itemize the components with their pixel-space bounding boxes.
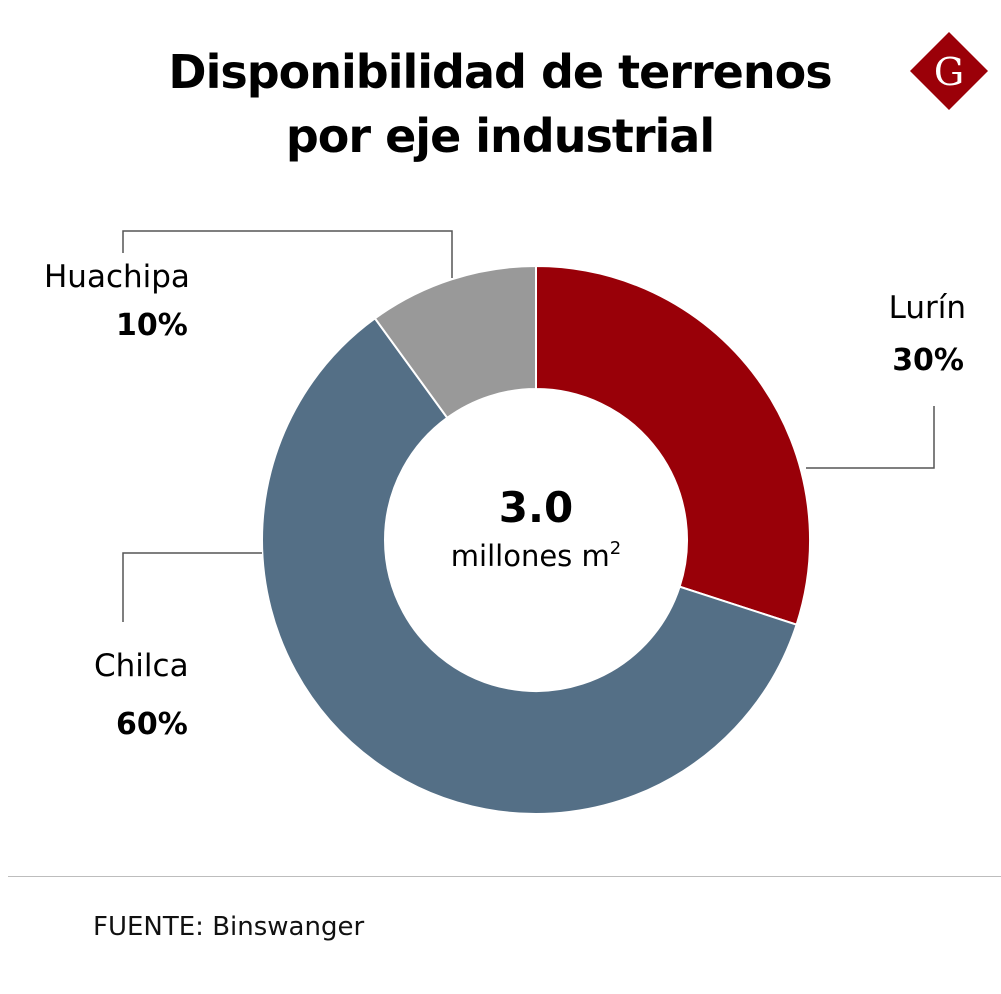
value-lurin: 30% — [892, 343, 964, 378]
slice-lurin — [535, 264, 811, 626]
center-unit-superscript: 2 — [610, 538, 621, 559]
center-total-value: 3.0 — [499, 483, 573, 532]
brand-g-diamond-icon — [910, 32, 988, 110]
source-note: FUENTE: Binswanger — [93, 912, 365, 942]
footer-divider — [8, 876, 1001, 877]
label-chilca: Chilca — [94, 648, 189, 684]
label-huachipa: Huachipa — [44, 259, 190, 295]
value-chilca: 60% — [116, 707, 188, 742]
center-unit-text: millones m — [451, 539, 610, 573]
slice-chilca — [261, 316, 798, 815]
label-lurin: Lurín — [889, 290, 966, 326]
center-total-unit: millones m2 — [451, 538, 621, 573]
slice-huachipa — [373, 264, 537, 420]
leader-line-chilca — [122, 552, 262, 622]
value-huachipa: 10% — [116, 308, 188, 343]
chart-title-line-1: Disponibilidad de terrenos — [168, 45, 832, 99]
leader-line-lurin — [806, 406, 935, 469]
chart-title: Disponibilidad de terrenos por eje indus… — [100, 40, 900, 168]
brand-logo: G — [910, 32, 988, 110]
donut-slices — [261, 264, 811, 815]
chart-title-line-2: por eje industrial — [285, 109, 715, 163]
donut-chart: Lurín 30% Chilca 60% Huachipa 10% 3.0 mi… — [44, 230, 966, 815]
brand-logo-letter: G — [934, 50, 964, 94]
leader-line-huachipa — [122, 230, 453, 278]
